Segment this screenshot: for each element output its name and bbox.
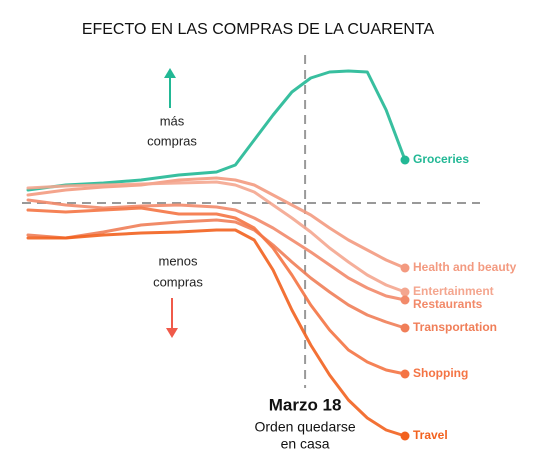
series-label: Transportation: [413, 320, 497, 334]
series-label: Travel: [413, 428, 448, 442]
up-label: compras: [147, 133, 197, 148]
series-label: Groceries: [413, 152, 469, 166]
end-dot: [400, 323, 410, 333]
event-text: Orden quedarse: [255, 419, 356, 435]
series-line: [26, 176, 407, 270]
series-line: [26, 69, 407, 192]
down-label: compras: [153, 274, 203, 289]
end-dot: [400, 369, 410, 379]
series-line: [26, 206, 407, 376]
down-label: menos: [158, 253, 198, 268]
end-dot: [400, 287, 410, 297]
up-label: más: [160, 113, 185, 128]
series-label: Shopping: [413, 366, 468, 380]
series-label: Health and beauty: [413, 260, 517, 274]
series-line: [26, 198, 407, 302]
up-arrow-head: [164, 68, 176, 78]
end-dot: [400, 295, 410, 305]
series-label: Entertainment: [413, 284, 494, 298]
end-dot: [400, 263, 410, 273]
series-line: [26, 228, 407, 438]
event-text: en casa: [281, 436, 330, 452]
end-dot: [400, 431, 410, 441]
chart-title: EFECTO EN LAS COMPRAS DE LA CUARENTA: [82, 21, 435, 38]
down-arrow-head: [166, 328, 178, 338]
end-dot: [400, 155, 410, 165]
series-line: [26, 180, 407, 294]
event-title: Marzo 18: [269, 395, 342, 414]
series-label: Restaurants: [413, 297, 483, 311]
